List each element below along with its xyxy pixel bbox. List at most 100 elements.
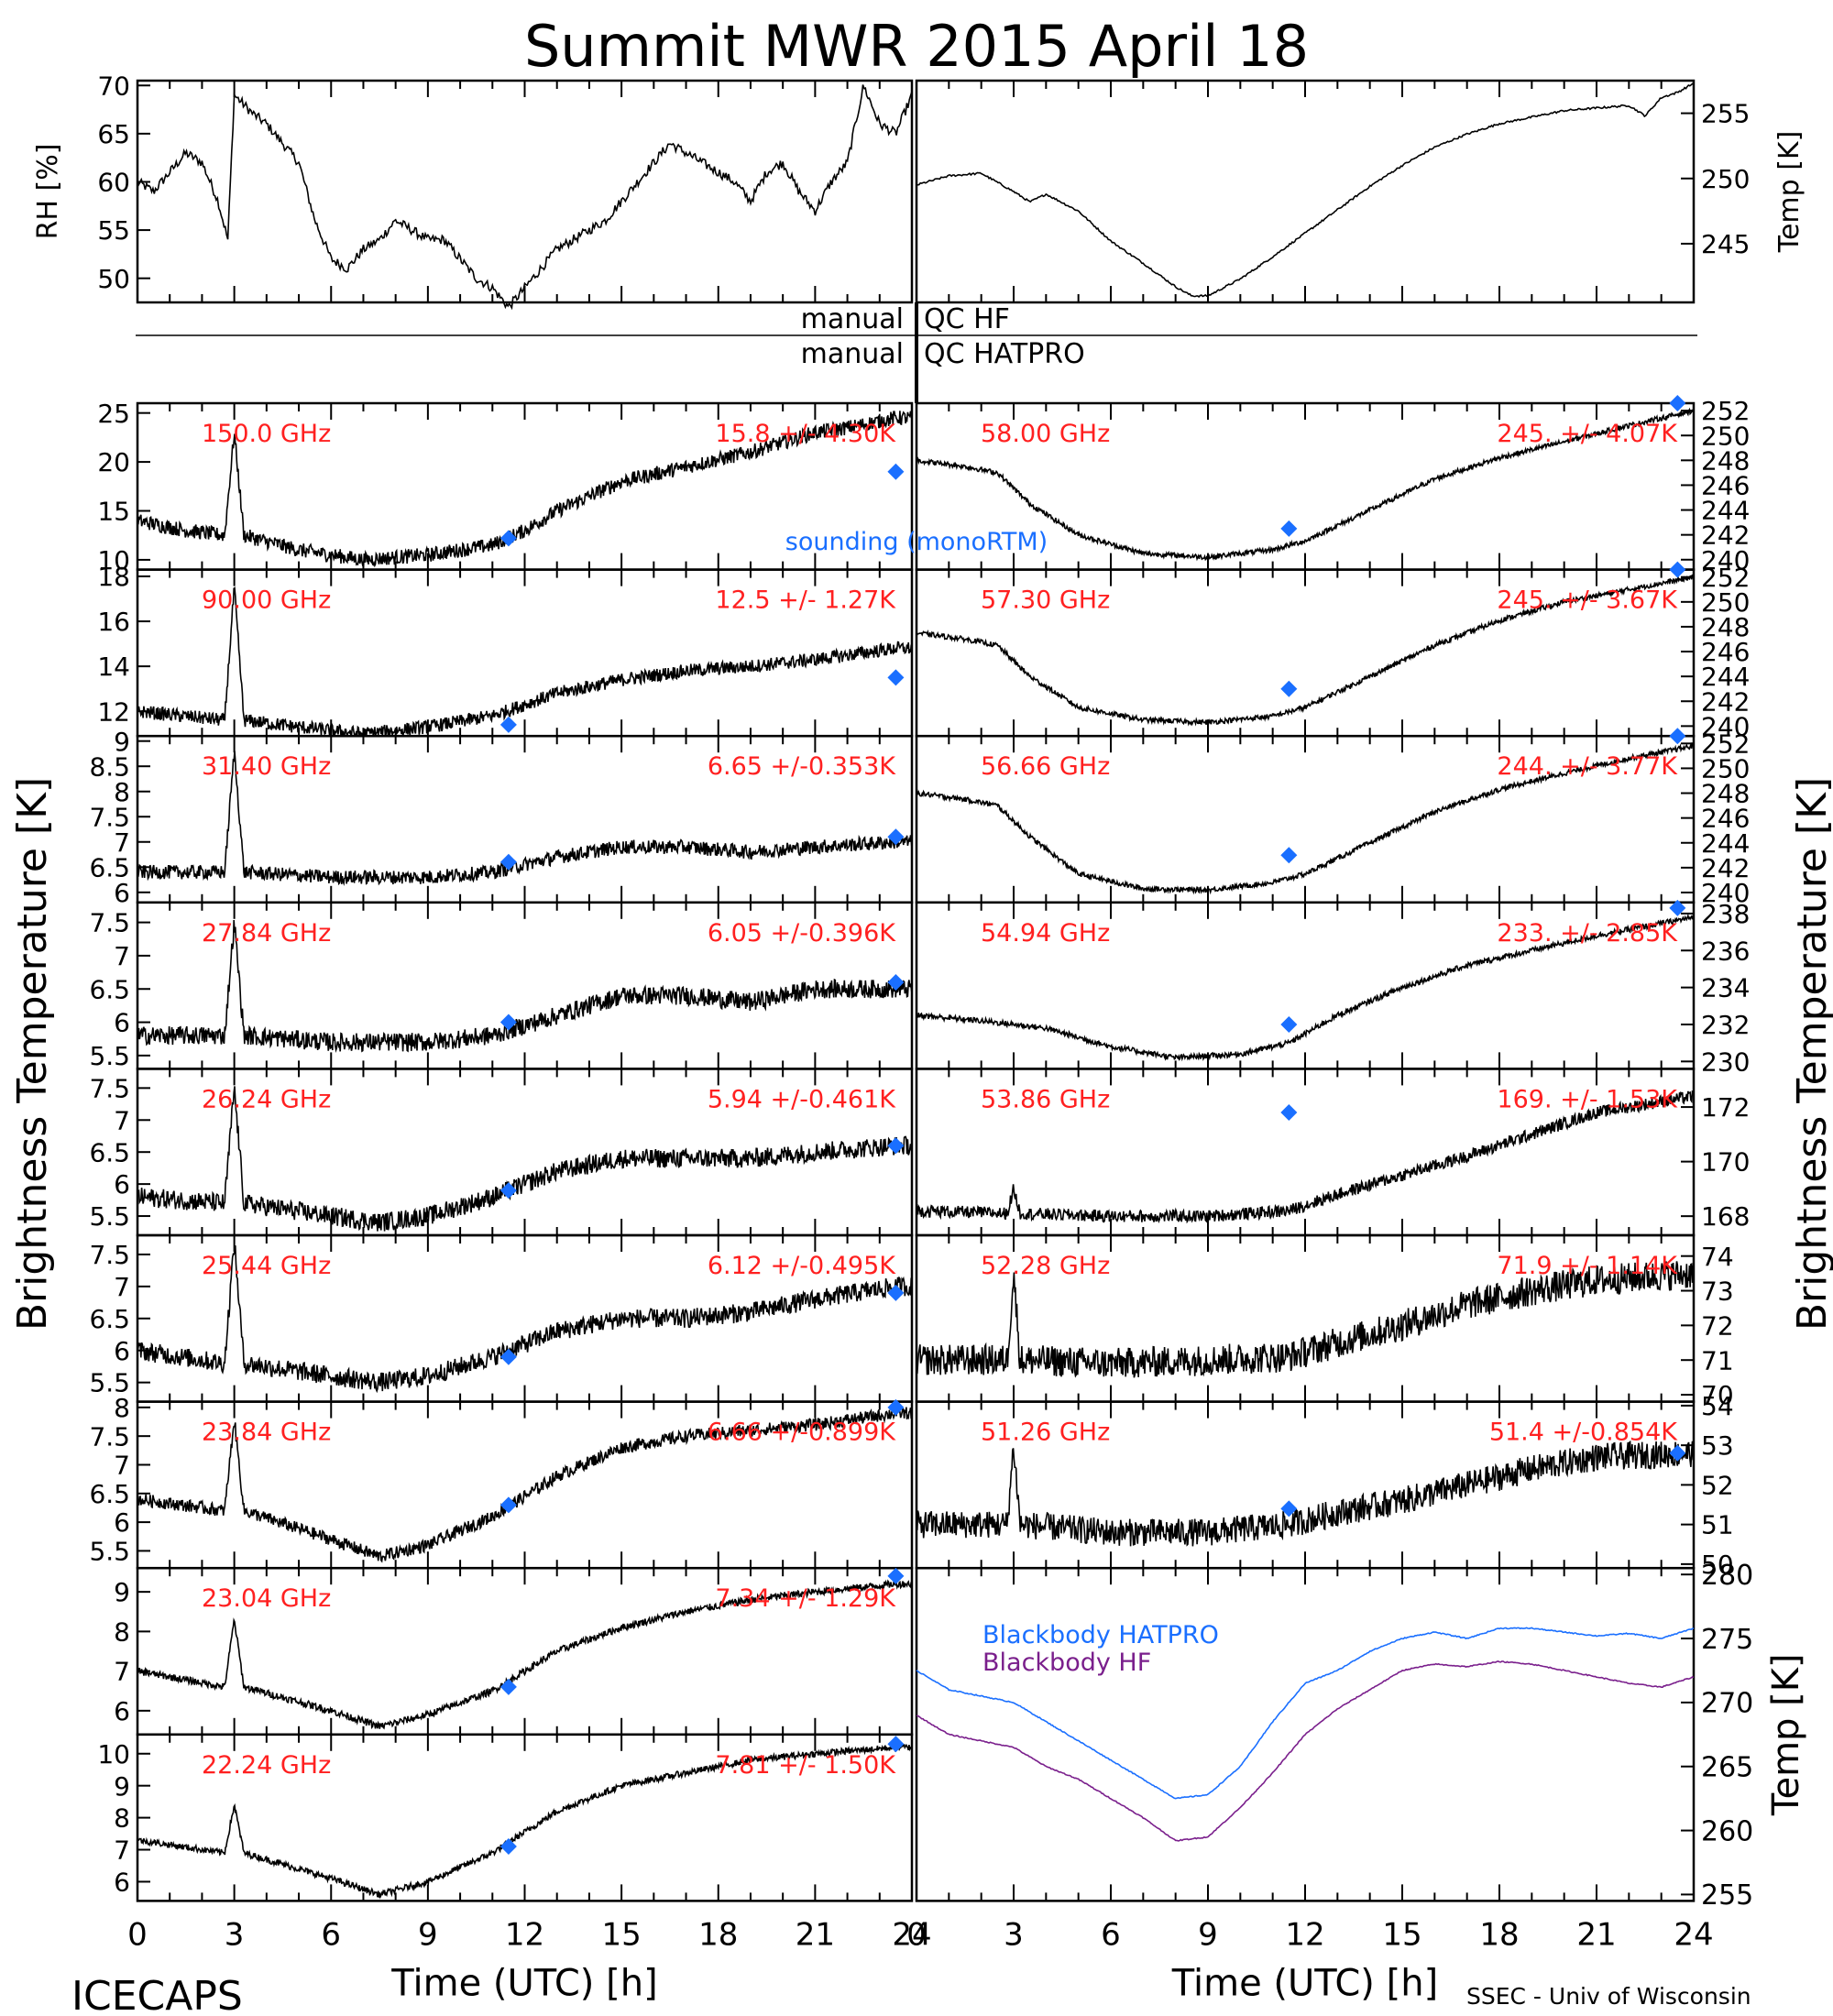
- sounding-label: sounding (monoRTM): [785, 528, 1048, 556]
- trace-ch5228: [916, 1261, 1695, 1378]
- y-tick-label: 246: [1701, 471, 1750, 501]
- freq-label: 26.24 GHz: [202, 1085, 331, 1113]
- y-tick-label: 238: [1701, 899, 1750, 929]
- y-tick-label: 172: [1701, 1092, 1750, 1123]
- y-tick-label: 6: [114, 1868, 130, 1898]
- x-tick-label: 0: [906, 1916, 927, 1953]
- y-tick-label: 50: [1701, 1550, 1734, 1580]
- y-tick-label: 73: [1701, 1276, 1734, 1307]
- y-tick-label: 7: [114, 1272, 130, 1302]
- x-tick-label: 15: [1382, 1916, 1421, 1953]
- y-tick-label: 60: [97, 168, 130, 198]
- y-tick-label: 242: [1701, 686, 1750, 717]
- trace-ch5666: [916, 741, 1695, 895]
- bb-ylabel: Temp [K]: [1765, 1653, 1807, 1816]
- sounding-marker: [1669, 1444, 1686, 1462]
- footer-icecaps: ICECAPS: [71, 1973, 243, 2016]
- y-tick-label: 244: [1701, 496, 1750, 526]
- sounding-marker: [499, 716, 517, 733]
- y-tick-label: 255: [1701, 1879, 1753, 1912]
- sounding-marker: [887, 669, 905, 686]
- x-tick-label: 3: [225, 1916, 245, 1953]
- y-tick-label: 248: [1701, 779, 1750, 809]
- bb-line-1: [916, 1660, 1695, 1842]
- sounding-marker: [1280, 847, 1298, 864]
- sounding-marker: [887, 1284, 905, 1301]
- xlabel-right: Time (UTC) [h]: [1171, 1962, 1438, 2004]
- x-tick-label: 21: [1576, 1916, 1616, 1953]
- temp-line: [916, 82, 1695, 298]
- sounding-marker: [499, 530, 517, 547]
- temp-ylabel: Temp [K]: [1773, 131, 1806, 254]
- y-tick-label: 7: [114, 1835, 130, 1866]
- sounding-marker: [887, 463, 905, 480]
- stat-label: 12.5 +/- 1.27K: [715, 586, 896, 615]
- x-tick-label: 3: [1004, 1916, 1024, 1953]
- y-tick-label: 8.5: [89, 751, 130, 782]
- trace-ch5386: [916, 1090, 1695, 1225]
- x-tick-label: 0: [127, 1916, 148, 1953]
- y-tick-label: 8: [114, 777, 130, 807]
- y-tick-label: 6.5: [89, 1304, 130, 1334]
- sounding-marker: [1669, 561, 1686, 578]
- y-tick-label: 54: [1701, 1391, 1734, 1421]
- y-tick-label: 246: [1701, 637, 1750, 667]
- stat-label: 71.9 +/- 1.14K: [1497, 1252, 1678, 1280]
- qc-hf-right: QC HF: [924, 303, 1010, 335]
- sounding-marker: [1669, 395, 1686, 411]
- sounding-marker: [887, 1137, 905, 1155]
- freq-label: 54.94 GHz: [981, 919, 1110, 948]
- sounding-marker: [499, 1678, 517, 1695]
- trace-ch5494: [916, 913, 1695, 1062]
- figure-title: Summit MWR 2015 April 18: [524, 13, 1309, 80]
- y-tick-label: 8: [114, 1616, 130, 1647]
- x-tick-label: 6: [321, 1916, 341, 1953]
- y-tick-label: 250: [1701, 754, 1750, 784]
- y-tick-label: 240: [1701, 545, 1750, 575]
- y-tick-label: 7.5: [89, 908, 130, 938]
- rh-ylabel: RH [%]: [32, 144, 64, 240]
- trace-ch5800: [916, 407, 1695, 562]
- y-tick-label: 8: [114, 1803, 130, 1834]
- y-tick-label: 71: [1701, 1345, 1734, 1375]
- stat-label: 245. +/- 4.07K: [1497, 420, 1678, 448]
- sounding-marker: [887, 828, 905, 846]
- x-tick-label: 12: [1285, 1916, 1324, 1953]
- y-tick-label: 6.5: [89, 1137, 130, 1167]
- y-tick-label: 7: [114, 1105, 130, 1135]
- rh-line: [137, 84, 913, 311]
- y-tick-label: 265: [1701, 1752, 1753, 1784]
- y-tick-label: 5.5: [89, 1368, 130, 1398]
- freq-label: 22.24 GHz: [202, 1751, 331, 1780]
- sounding-marker: [1669, 899, 1686, 916]
- sounding-marker: [1280, 1104, 1298, 1122]
- freq-label: 23.04 GHz: [202, 1584, 331, 1613]
- x-tick-label: 9: [418, 1916, 438, 1953]
- freq-label: 51.26 GHz: [981, 1419, 1110, 1447]
- y-tick-label: 52: [1701, 1470, 1734, 1500]
- y-tick-label: 7.5: [89, 1421, 130, 1452]
- y-tick-label: 25: [97, 399, 130, 429]
- y-tick-label: 170: [1701, 1147, 1750, 1178]
- left-ylabel: Brightness Temperature [K]: [9, 777, 56, 1331]
- y-tick-label: 74: [1701, 1242, 1734, 1272]
- y-tick-label: 9: [114, 1771, 130, 1802]
- sounding-marker: [887, 973, 905, 991]
- x-tick-label: 6: [1101, 1916, 1121, 1953]
- y-tick-label: 18: [97, 562, 130, 592]
- freq-label: 57.30 GHz: [981, 586, 1110, 615]
- y-tick-label: 7: [114, 1657, 130, 1687]
- right-ylabel: Brightness Temperature [K]: [1789, 777, 1833, 1331]
- y-tick-label: 260: [1701, 1815, 1753, 1847]
- freq-label: 52.28 GHz: [981, 1252, 1110, 1280]
- y-tick-label: 248: [1701, 612, 1750, 642]
- y-tick-label: 230: [1701, 1046, 1750, 1077]
- y-tick-label: 7: [114, 827, 130, 858]
- qc-hatpro-left: manual: [801, 338, 904, 370]
- trace-ch3140: [137, 751, 913, 887]
- sounding-marker: [499, 1496, 517, 1514]
- y-tick-label: 236: [1701, 936, 1750, 966]
- y-tick-label: 6.5: [89, 1479, 130, 1509]
